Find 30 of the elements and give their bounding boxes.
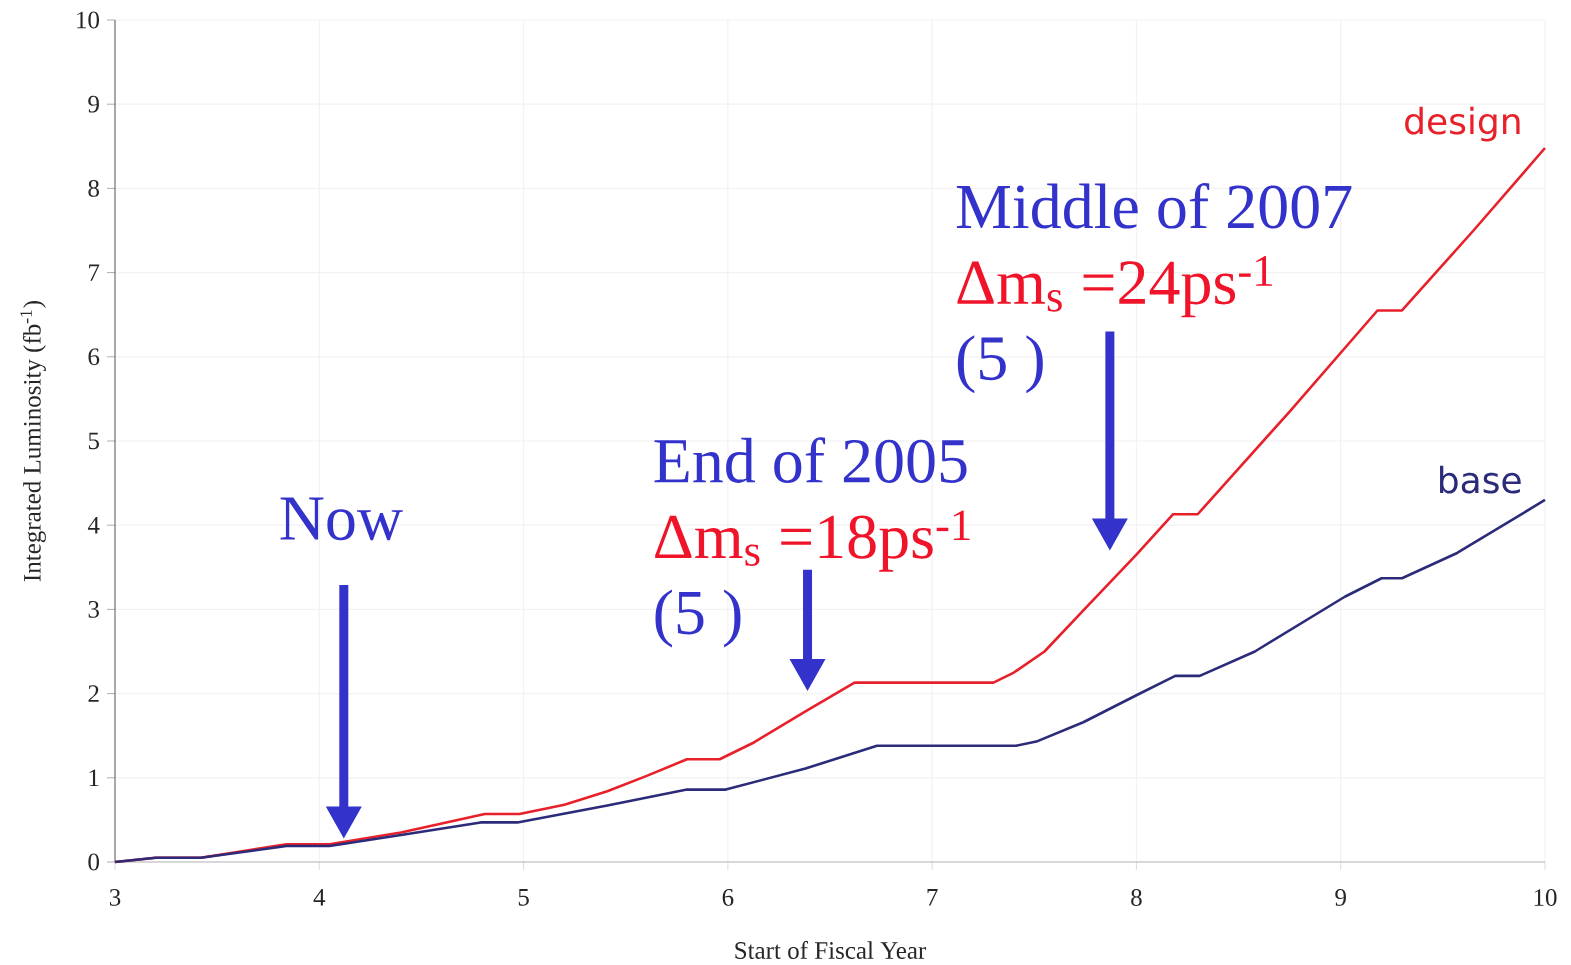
x-tick-label: 3: [109, 889, 121, 906]
annotation: (5 ): [957, 335, 1043, 394]
annotation: Δm$_{s}$ =18ps$^{-1}$: [655, 510, 970, 572]
x-tick-label: 4: [313, 889, 326, 906]
annotation: End of 2005: [654, 437, 967, 483]
x-tick-label: 10: [1534, 889, 1557, 906]
x-tick-label: 6: [722, 889, 734, 906]
y-axis-title: Integrated Luminosity (fb$^{-1}$): [20, 301, 46, 582]
y-tick-label: 1: [89, 769, 99, 787]
y-tick-label: 9: [88, 95, 99, 113]
y-tick-label: 8: [88, 179, 99, 197]
x-tick-label: 8: [1131, 889, 1142, 906]
y-tick-label: 7: [89, 264, 100, 281]
y-tick-label: 4: [87, 516, 100, 534]
y-tick-label: 10: [77, 11, 99, 29]
annotation: Δm$_{s}$ =24ps$^{-1}$: [957, 256, 1272, 318]
annotation: Now: [280, 497, 403, 541]
y-tick-label: 5: [88, 432, 99, 450]
series-label: design: [1405, 106, 1520, 142]
y-tick-label: 2: [88, 685, 99, 702]
x-tick-label: 5: [518, 889, 529, 906]
x-axis-title: Start of Fiscal Year: [735, 941, 927, 959]
y-tick-label: 6: [88, 348, 100, 366]
x-tick-label: 9: [1335, 889, 1346, 906]
y-tick-label: 0: [88, 853, 99, 871]
x-tick-label: 7: [927, 889, 938, 906]
annotation: Middle of 2007: [956, 182, 1352, 229]
annotation: (5 ): [655, 589, 741, 648]
y-tick-label: 3: [88, 600, 99, 618]
series-label: base: [1440, 465, 1521, 494]
